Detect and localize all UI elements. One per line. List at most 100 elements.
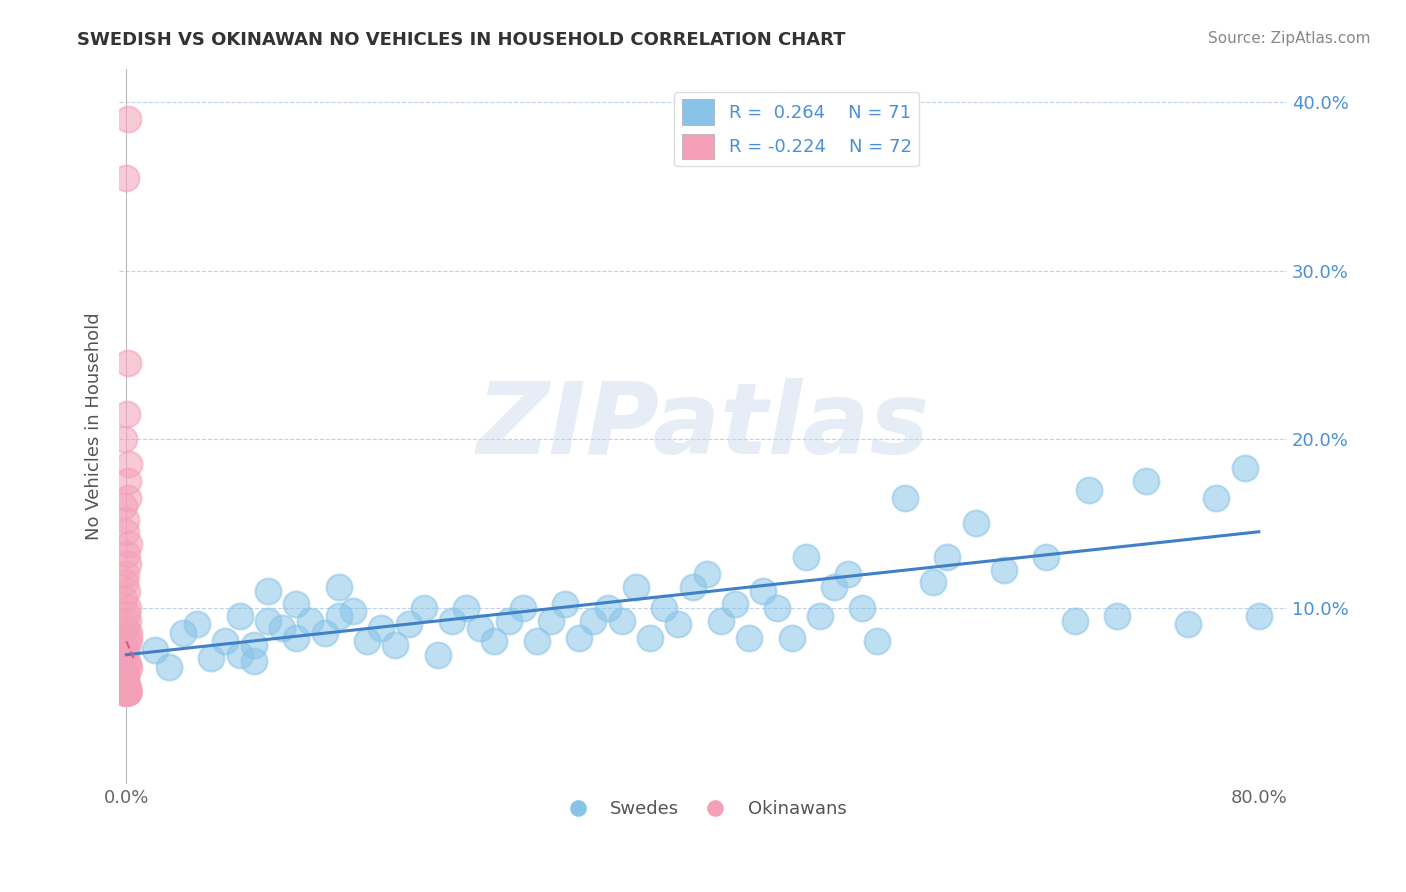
Point [412,600,434,615]
Point [242,638,264,652]
Point [865,634,887,648]
Point [115,685,138,699]
Point [117,685,139,699]
Point [114,685,136,699]
Y-axis label: No Vehicles in Household: No Vehicles in Household [86,313,103,541]
Point [117,685,139,699]
Point [114,665,136,679]
Point [894,491,917,505]
Point [724,597,747,611]
Point [117,474,139,488]
Point [851,600,873,615]
Point [540,614,562,628]
Point [1063,614,1085,628]
Point [554,597,576,611]
Point [157,659,180,673]
Point [112,685,135,699]
Point [114,685,136,699]
Point [484,634,506,648]
Point [114,621,136,635]
Point [1205,491,1227,505]
Point [738,631,761,645]
Point [1107,609,1129,624]
Point [454,600,477,615]
Point [610,614,633,628]
Point [328,580,350,594]
Point [115,670,138,684]
Point [398,617,420,632]
Point [117,685,139,699]
Point [228,609,250,624]
Point [114,685,136,699]
Point [115,680,138,694]
Point [172,625,194,640]
Point [115,685,138,699]
Point [117,557,139,571]
Point [823,580,845,594]
Point [118,625,141,640]
Point [115,171,138,186]
Point [117,636,139,650]
Point [582,614,605,628]
Point [752,583,775,598]
Point [114,685,136,699]
Point [285,597,308,611]
Point [526,634,548,648]
Point [117,683,139,698]
Point [112,432,135,446]
Point [1135,474,1157,488]
Point [114,524,136,539]
Point [426,648,449,662]
Point [257,583,280,598]
Point [112,673,135,687]
Point [143,642,166,657]
Point [117,112,139,126]
Point [118,661,141,675]
Point [117,356,139,370]
Point [668,617,690,632]
Point [117,655,139,669]
Point [470,621,492,635]
Point [314,625,336,640]
Text: Source: ZipAtlas.com: Source: ZipAtlas.com [1208,31,1371,46]
Point [440,614,463,628]
Point [115,583,138,598]
Point [808,609,831,624]
Point [285,631,308,645]
Point [117,685,139,699]
Point [115,685,138,699]
Point [112,685,135,699]
Point [498,614,520,628]
Point [112,592,135,607]
Point [114,671,136,685]
Point [117,491,139,505]
Point [114,685,136,699]
Point [257,614,280,628]
Point [117,678,139,692]
Point [115,674,138,689]
Point [228,648,250,662]
Point [780,631,803,645]
Point [710,614,733,628]
Point [384,638,406,652]
Point [965,516,987,531]
Point [696,566,718,581]
Point [112,500,135,514]
Point [117,685,139,699]
Point [117,631,139,645]
Point [271,621,294,635]
Point [652,600,675,615]
Point [117,681,139,696]
Point [568,631,591,645]
Point [1247,609,1270,624]
Point [1233,460,1256,475]
Point [200,651,222,665]
Point [1035,549,1057,564]
Point [186,617,208,632]
Point [356,634,378,648]
Point [596,600,619,615]
Point [118,536,141,550]
Point [115,685,138,699]
Point [512,600,534,615]
Text: SWEDISH VS OKINAWAN NO VEHICLES IN HOUSEHOLD CORRELATION CHART: SWEDISH VS OKINAWAN NO VEHICLES IN HOUSE… [77,31,846,49]
